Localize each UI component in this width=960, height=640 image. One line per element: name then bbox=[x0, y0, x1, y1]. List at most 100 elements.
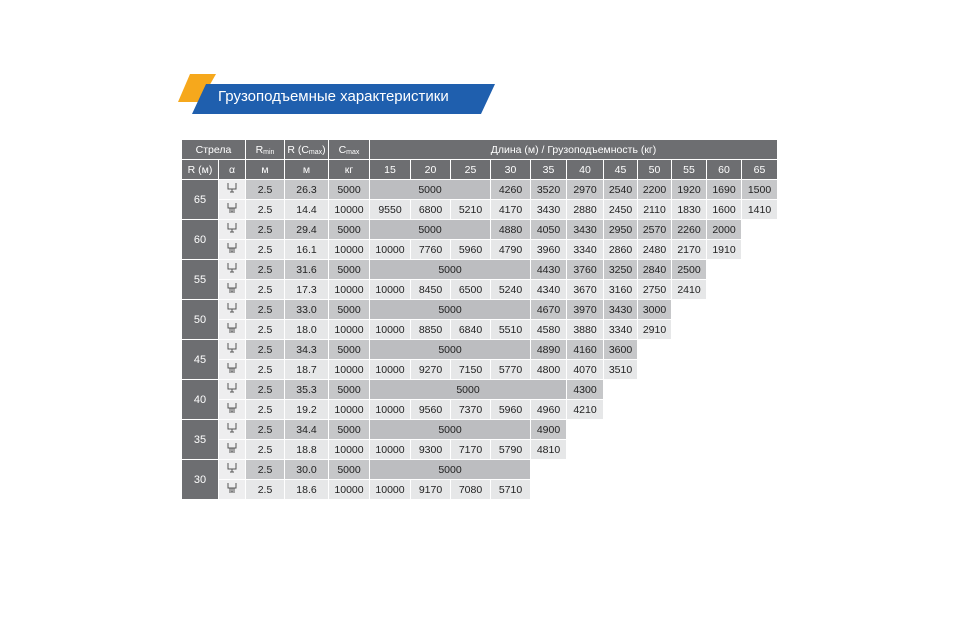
value-cell: 5000 bbox=[328, 299, 370, 320]
load-cell: 9560 bbox=[410, 399, 451, 420]
data-row: 50 2.5 33.0 5000 5000 4670 3970 3430 3000 bbox=[181, 299, 778, 340]
load-cell: 4070 bbox=[566, 359, 604, 380]
length-header: 30 bbox=[490, 159, 531, 180]
empty-cell bbox=[637, 379, 672, 400]
load-cell: 4810 bbox=[530, 439, 567, 460]
load-cell: 10000 bbox=[369, 319, 411, 340]
load-cell: 5710 bbox=[490, 479, 531, 500]
load-cell: 3520 bbox=[530, 179, 567, 200]
load-cell: 2540 bbox=[603, 179, 638, 200]
load-cell: 3670 bbox=[566, 279, 604, 300]
hook-icon bbox=[227, 363, 237, 373]
length-header: 65 bbox=[741, 159, 778, 180]
empty-cell bbox=[603, 479, 638, 500]
hook-icon bbox=[227, 383, 237, 393]
load-cell: 1830 bbox=[671, 199, 707, 220]
load-cell: 4580 bbox=[530, 319, 567, 340]
load-cell: 3970 bbox=[566, 299, 604, 320]
title-banner bbox=[178, 74, 495, 114]
load-cell: 2950 bbox=[603, 219, 638, 240]
empty-cell bbox=[603, 399, 638, 420]
empty-cell bbox=[741, 219, 778, 240]
load-cell: 3600 bbox=[603, 339, 638, 360]
load-cell: 6840 bbox=[450, 319, 491, 340]
data-row: 65 2.5 26.3 5000 5000 4260 3520 2970 2540 2200 192… bbox=[181, 179, 778, 220]
load-cell: 5000 bbox=[369, 259, 531, 280]
hook-icon bbox=[227, 283, 237, 293]
icon-cell bbox=[218, 439, 246, 460]
empty-cell bbox=[566, 479, 604, 500]
load-cell: 9270 bbox=[410, 359, 451, 380]
load-cell: 2500 bbox=[671, 259, 707, 280]
empty-cell bbox=[637, 439, 672, 460]
load-cell: 1600 bbox=[706, 199, 742, 220]
load-cell: 2840 bbox=[637, 259, 672, 280]
data-row: 45 2.5 34.3 5000 5000 4890 4160 3600 bbox=[181, 339, 778, 380]
value-cell: 5000 bbox=[328, 219, 370, 240]
hook-icon bbox=[227, 443, 237, 453]
load-cell: 4160 bbox=[566, 339, 604, 360]
header-cell: R (Cmax) bbox=[284, 139, 329, 160]
length-header: 40 bbox=[566, 159, 604, 180]
load-cell: 4300 bbox=[566, 379, 604, 400]
load-cell: 10000 bbox=[369, 239, 411, 260]
data-row: 2.5 18.6 10000 10000 9170 7080 5710 bbox=[182, 479, 778, 500]
empty-cell bbox=[637, 339, 672, 360]
value-cell: 19.2 bbox=[284, 399, 329, 420]
value-cell: 10000 bbox=[328, 319, 370, 340]
load-cell: 9550 bbox=[369, 199, 411, 220]
boom-cell: 65 bbox=[181, 179, 219, 220]
value-cell: 33.0 bbox=[284, 299, 329, 320]
value-cell: 5000 bbox=[328, 419, 370, 440]
value-cell: 26.3 bbox=[284, 179, 329, 200]
value-cell: 5000 bbox=[328, 259, 370, 280]
load-cell: 10000 bbox=[369, 279, 411, 300]
load-cell: 2000 bbox=[706, 219, 742, 240]
empty-cell bbox=[706, 479, 742, 500]
load-cell: 7760 bbox=[410, 239, 451, 260]
header-cell-main: R (C bbox=[287, 143, 309, 156]
load-cell: 5240 bbox=[490, 279, 531, 300]
load-cell: 4800 bbox=[530, 359, 567, 380]
length-header: 15 bbox=[369, 159, 411, 180]
load-cell: 3250 bbox=[603, 259, 638, 280]
value-cell: 17.3 bbox=[284, 279, 329, 300]
empty-cell bbox=[741, 239, 778, 260]
load-cell: 4260 bbox=[490, 179, 531, 200]
value-cell: 2.5 bbox=[245, 479, 285, 500]
empty-cell bbox=[741, 259, 778, 280]
empty-cell bbox=[671, 339, 707, 360]
value-cell: 30.0 bbox=[284, 459, 329, 480]
hook-icon bbox=[227, 303, 237, 313]
header-cell: α bbox=[218, 159, 246, 180]
header-cell-sub: max bbox=[346, 148, 360, 156]
boom-cell: 45 bbox=[181, 339, 219, 380]
load-table: Стрела Rmin R (Cmax) Cmax Длина (м) / Грузоп… bbox=[181, 139, 778, 500]
load-cell: 1410 bbox=[741, 199, 778, 220]
value-cell: 18.8 bbox=[284, 439, 329, 460]
boom-cell: 35 bbox=[181, 419, 219, 460]
data-row: 2.5 19.2 10000 10000 9560 7370 5960 4960 4210 bbox=[182, 399, 778, 420]
load-cell: 10000 bbox=[369, 439, 411, 460]
icon-cell bbox=[218, 219, 246, 240]
length-header: 45 bbox=[603, 159, 638, 180]
icon-cell bbox=[218, 179, 246, 200]
empty-cell bbox=[671, 379, 707, 400]
data-row: 2.5 18.7 10000 10000 9270 7150 5770 4800 4070 351… bbox=[182, 359, 778, 380]
empty-cell bbox=[741, 339, 778, 360]
load-cell: 7080 bbox=[450, 479, 491, 500]
load-cell: 1500 bbox=[741, 179, 778, 200]
icon-cell bbox=[218, 419, 246, 440]
empty-cell bbox=[706, 339, 742, 360]
load-cell: 2880 bbox=[566, 199, 604, 220]
data-row: 2.5 18.0 10000 10000 8850 6840 5510 4580 3880 334… bbox=[182, 319, 778, 340]
empty-cell bbox=[530, 459, 567, 480]
empty-cell bbox=[706, 299, 742, 320]
length-header: 35 bbox=[530, 159, 567, 180]
empty-cell bbox=[671, 399, 707, 420]
header-cell: м bbox=[284, 159, 329, 180]
value-cell: 5000 bbox=[328, 339, 370, 360]
load-cell: 3430 bbox=[603, 299, 638, 320]
value-cell: 2.5 bbox=[245, 359, 285, 380]
